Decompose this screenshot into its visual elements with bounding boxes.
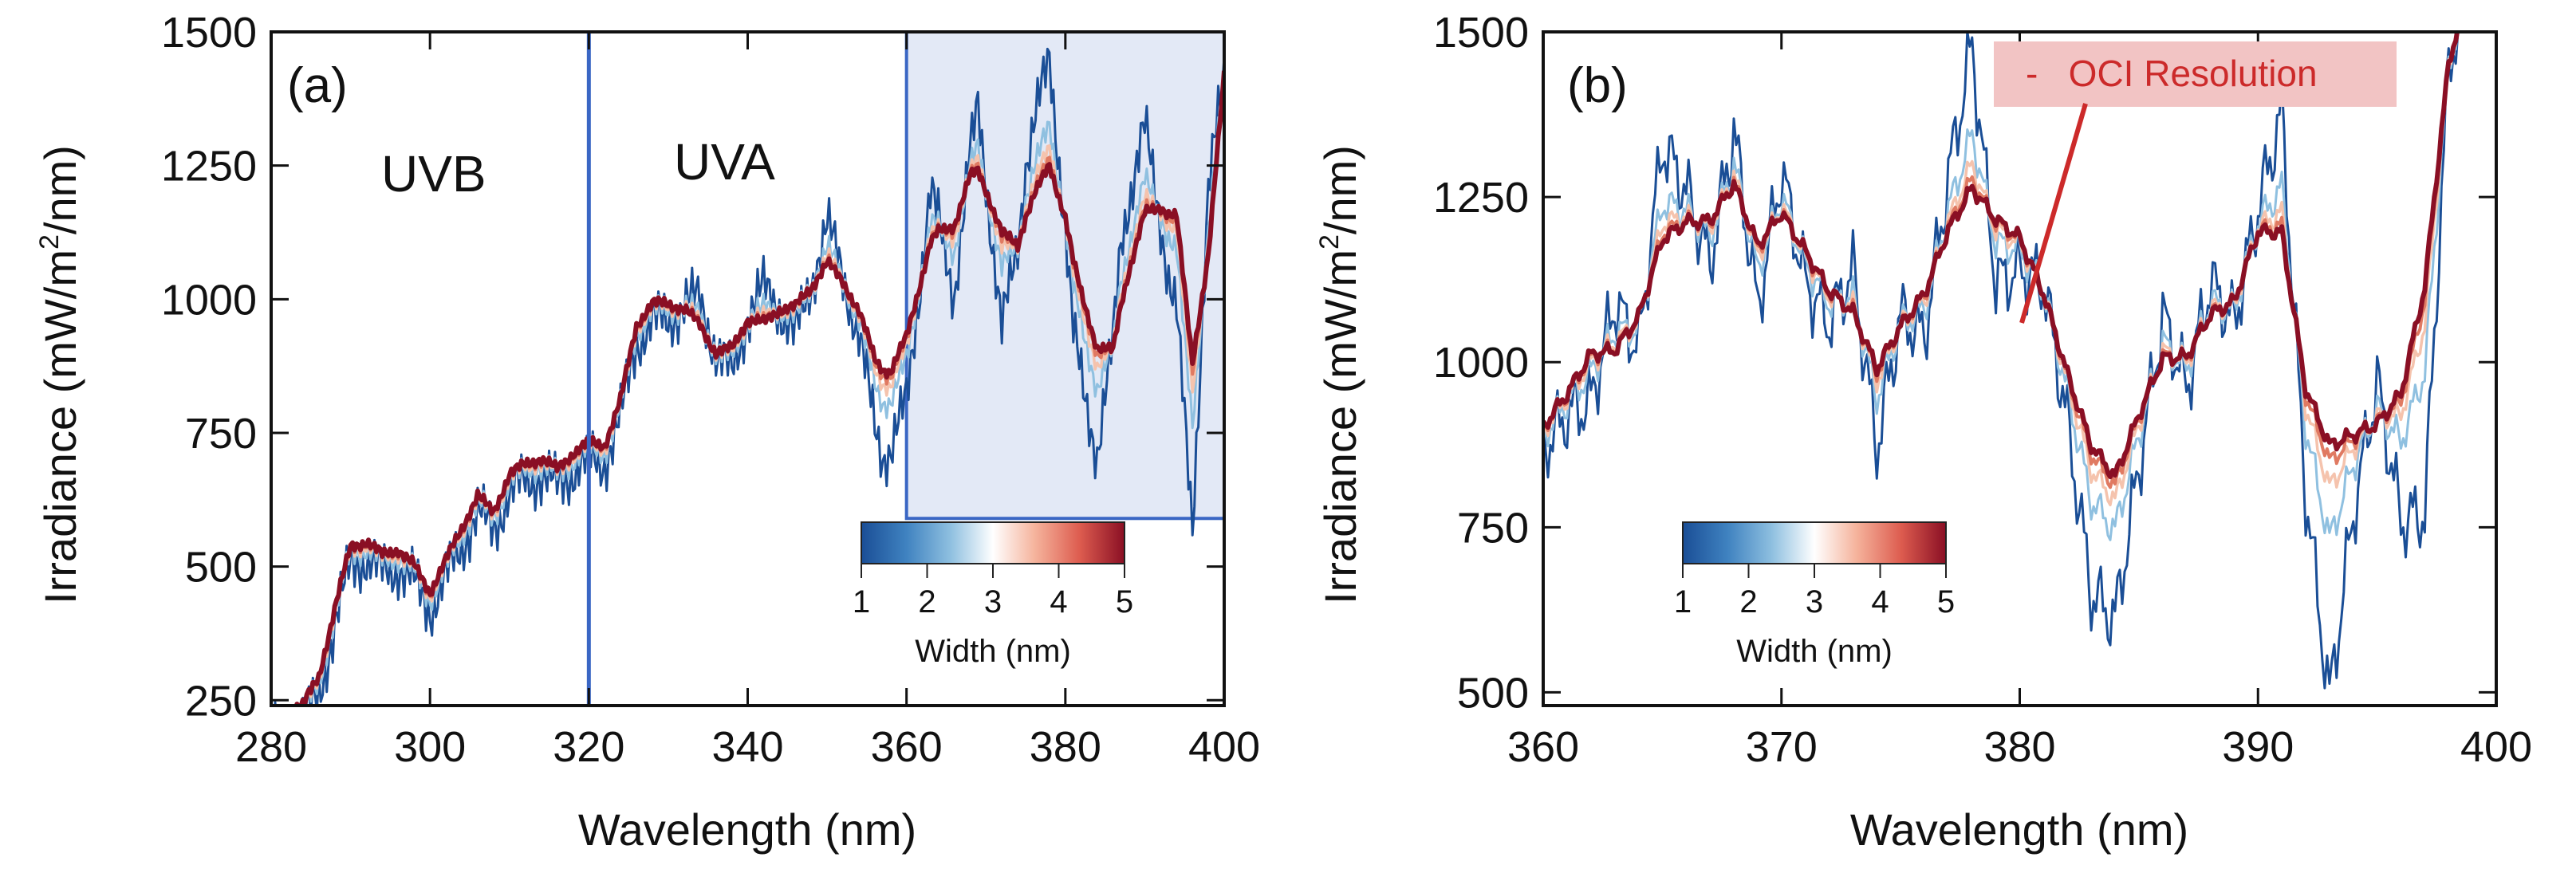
- chart-panel-a: 280 300 320 340 360 380 4002505007501000125015…: [34, 9, 1260, 855]
- x-tick-label: 370: [1746, 723, 1818, 771]
- oci-legend-label: - OCI Resolution: [2026, 53, 2318, 94]
- chart-panel-b: 360 370 380 390 400 500 750 1000 1250 1500 (b) - …: [1314, 9, 2532, 855]
- x-tick-label: 360: [1507, 723, 1579, 771]
- y-tick-label: 1500: [1433, 9, 1529, 57]
- y-tick-label: 500: [1457, 669, 1529, 717]
- colorbar-gradient-b: [1682, 521, 1947, 564]
- y-axis-title-sup-a: 2: [34, 234, 65, 250]
- colorbar-tick-label: 2: [1739, 584, 1757, 619]
- x-tick-label: 400: [2460, 723, 2532, 771]
- uvb-label: UVB: [381, 145, 486, 203]
- colorbar-tick-label: 5: [1116, 584, 1133, 619]
- oci-resolution-legend: - OCI Resolution: [1994, 41, 2397, 324]
- colorbar-title-a: Width (nm): [915, 634, 1071, 669]
- colorbar-a: 1 2 3 4 5 Width (nm): [853, 521, 1133, 669]
- colorbar-tick-label: 4: [1050, 584, 1067, 619]
- y-tick-label: 500: [185, 544, 257, 592]
- colorbar-tick-label: 3: [984, 584, 1002, 619]
- x-axis-title-b: Wavelength (nm): [1850, 804, 2188, 855]
- irradiance-series-b: [1543, 32, 2460, 690]
- oci-pointer-line: [2019, 103, 2088, 324]
- series-line-width-5nm: [290, 70, 1224, 706]
- x-tick-label: 340: [711, 723, 783, 771]
- oci-legend-badge: [1994, 41, 2397, 107]
- y-tick-label: 1000: [1433, 339, 1529, 387]
- colorbar-gradient-a: [861, 521, 1125, 564]
- y-tick-label: 1250: [1433, 174, 1529, 222]
- y-tick-label: 1500: [161, 9, 257, 57]
- y-axis-title-end-b: /nm): [1315, 145, 1365, 234]
- y-tick-label: 250: [185, 677, 257, 725]
- x-tick-label: 390: [2222, 723, 2294, 771]
- colorbar-b: 1 2 3 4 5 Width (nm): [1674, 521, 1955, 669]
- colorbar-tick-label: 1: [1674, 584, 1692, 619]
- y-axis-title-end-a: /nm): [35, 145, 85, 234]
- colorbar-title-b: Width (nm): [1736, 634, 1893, 669]
- colorbar-tick-label: 4: [1871, 584, 1889, 619]
- y-tick-label: 750: [1457, 504, 1529, 552]
- x-tick-label: 300: [394, 723, 466, 771]
- series-line-width-5nm: [1543, 32, 2460, 480]
- panel-label-b: (b): [1567, 58, 1628, 113]
- zoom-region-box: [904, 30, 1226, 521]
- y-tick-label: 750: [185, 410, 257, 458]
- colorbar-tick-label: 2: [918, 584, 935, 619]
- y-axis-title-a: Irradiance (mW/m2/nm): [34, 145, 85, 604]
- panel-label-a: (a): [287, 58, 348, 113]
- x-tick-label: 360: [871, 723, 943, 771]
- y-axis-title-text-b: Irradiance (mW/m: [1315, 250, 1365, 604]
- y-tick-label: 1000: [161, 276, 257, 324]
- x-tick-label: 280: [235, 723, 307, 771]
- y-axis-title-b: Irradiance (mW/m2/nm): [1314, 145, 1365, 604]
- x-tick-label: 320: [553, 723, 624, 771]
- x-tick-label: 380: [1983, 723, 2055, 771]
- axis-ticks-a: 280 300 320 340 360 380 4002505007501000125015…: [161, 9, 1260, 771]
- colorbar-tick-label: 5: [1937, 584, 1955, 619]
- colorbar-tick-label: 3: [1806, 584, 1823, 619]
- y-axis-title-text-a: Irradiance (mW/m: [35, 250, 85, 604]
- y-axis-title-sup-b: 2: [1314, 234, 1345, 250]
- irradiance-series-a: [274, 47, 1224, 706]
- axis-ticks-b: 360 370 380 390 400 500 750 1000 1250 1500: [1433, 9, 2532, 771]
- x-axis-title-a: Wavelength (nm): [578, 804, 916, 855]
- x-tick-label: 380: [1030, 723, 1101, 771]
- y-tick-label: 1250: [161, 143, 257, 191]
- uva-label: UVA: [674, 133, 775, 191]
- colorbar-tick-label: 1: [853, 584, 870, 619]
- x-tick-label: 400: [1188, 723, 1260, 771]
